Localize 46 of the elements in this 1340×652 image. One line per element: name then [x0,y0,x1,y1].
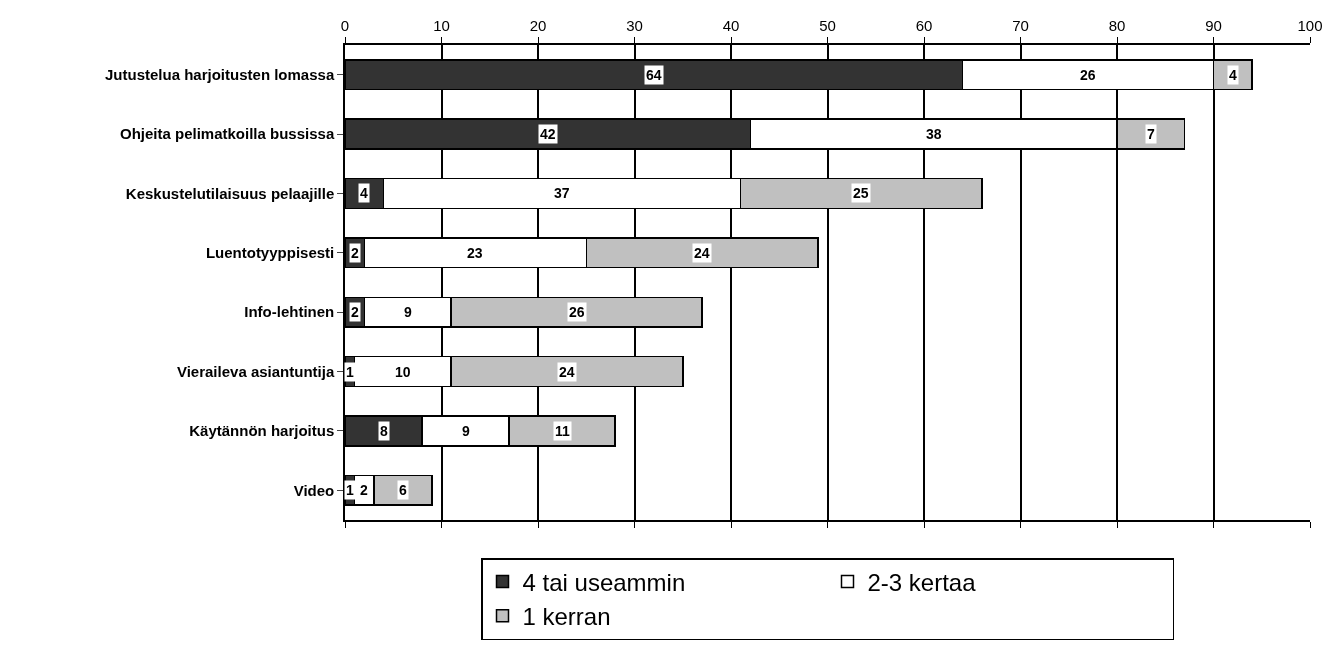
data-label: 10 [395,364,411,380]
x-tick-label: 0 [340,17,350,35]
data-label: 23 [467,245,483,261]
y-tick-label: Keskustelutilaisuus pelaajille [125,184,335,202]
data-label: 9 [462,423,470,439]
data-label: 25 [853,185,869,201]
legend-label: 1 kerran [522,603,611,631]
data-label: 38 [926,126,942,142]
y-tick-label: Info-lehtinen [244,303,335,321]
x-tick-label: 90 [1205,17,1222,35]
y-tick-label: Video [293,481,335,499]
x-tick-label: 30 [626,17,643,35]
y-tick-label: Käytännön harjoitus [189,422,335,440]
data-label: 2 [360,482,368,498]
data-label: 7 [1147,126,1155,142]
x-tick-label: 100 [1297,17,1323,35]
x-tick-label: 40 [722,17,740,35]
x-tick-label: 60 [915,17,933,35]
data-label: 64 [646,67,662,83]
x-tick-label: 10 [433,17,450,35]
data-label: 9 [404,304,412,320]
data-label: 6 [399,482,407,498]
data-label: 1 [346,482,354,498]
data-label: 11 [555,423,571,439]
legend-label: 4 tai useammin [522,568,686,596]
y-tick-label: Ohjeita pelimatkoilla bussissa [120,125,335,143]
data-label: 26 [1080,67,1096,83]
data-label: 42 [540,126,556,142]
x-tick-label: 80 [1108,17,1126,35]
data-label: 2 [351,304,359,320]
data-label: 8 [380,423,388,439]
y-tick-label: Jutustelua harjoitusten lomassa [105,65,335,83]
y-tick-label: Luentotyyppisesti [205,244,335,262]
x-tick-label: 70 [1012,17,1029,35]
x-tick-label: 50 [819,17,836,35]
data-label: 37 [554,185,570,201]
legend-label: 2-3 kertaa [867,568,977,596]
data-label: 26 [569,304,585,320]
data-label: 1 [346,364,354,380]
y-tick-label: Vieraileva asiantuntija [176,362,335,380]
x-tick-label: 20 [529,17,547,35]
data-label: 2 [351,245,359,261]
data-label: 4 [1229,67,1237,83]
data-label: 24 [694,245,710,261]
data-label: 4 [360,185,368,201]
data-label: 24 [559,364,575,380]
